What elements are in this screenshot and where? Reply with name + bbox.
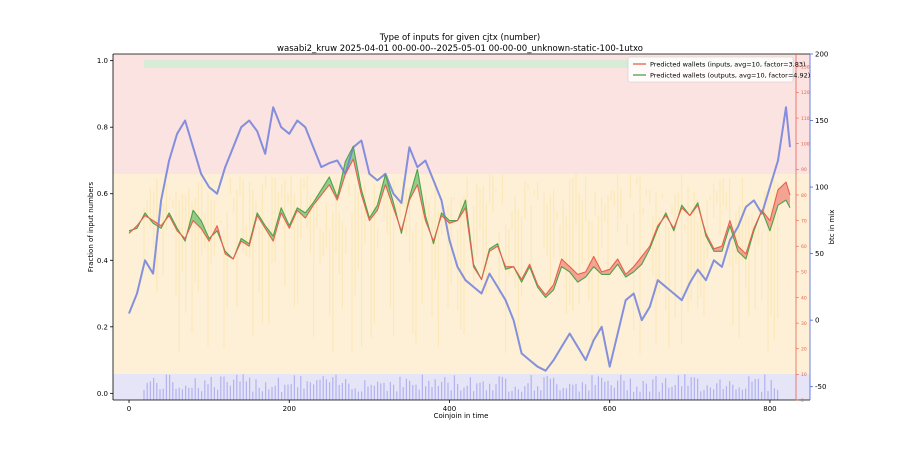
- y3-tick-label: 90: [801, 167, 807, 173]
- x-tick-label: 200: [283, 405, 296, 413]
- legend-label-outputs: Predicted wallets (outputs, avg=10, fact…: [650, 72, 810, 80]
- plot-area: [113, 54, 810, 400]
- axis-frame: [112, 53, 810, 401]
- x-tick-label: 600: [603, 405, 616, 413]
- y3-tick-label: 70: [801, 218, 807, 224]
- y3-tick-label: 50: [801, 270, 807, 276]
- y-tick-label: 0.6: [97, 190, 109, 198]
- band-top-green: [144, 60, 780, 68]
- lower-band-texture: [143, 374, 779, 400]
- y3-tick-label: 80: [801, 193, 807, 199]
- fill-between-segment: [577, 271, 586, 283]
- y3-tick-label: 130: [801, 65, 810, 71]
- legend-label-inputs: Predicted wallets (inputs, avg=10, facto…: [650, 61, 806, 69]
- y3-tick-label: 20: [801, 347, 807, 353]
- fill-between-segment: [585, 256, 594, 277]
- y3-tick-label: 100: [801, 142, 810, 148]
- chart-subtitle: wasabi2_kruw 2025-04-01 00-00-00--2025-0…: [277, 44, 643, 54]
- y-tick-label: 1.0: [97, 57, 108, 65]
- y3-tick-label: 120: [801, 90, 810, 96]
- x-tick-label: 800: [763, 405, 776, 413]
- series-line-predicted-wallets-outputs-avg-10-factor-4-92-: [128, 145, 791, 299]
- y3-tick-label: 30: [801, 321, 807, 327]
- fill-between-segment: [601, 269, 610, 275]
- series-line-btc-in-mix: [128, 106, 791, 372]
- y-tick-label: 0.0: [97, 390, 108, 398]
- y-axis-label: Fraction of input numbers: [87, 181, 95, 272]
- y2-tick-label: 150: [815, 117, 828, 125]
- chart-title: Type of inputs for given cjtx (number): [379, 33, 541, 43]
- series-line-predicted-wallets-inputs-avg-10-factor-3-83-: [128, 158, 791, 296]
- fill-between-segment: [569, 266, 578, 283]
- fill-between-segment: [713, 246, 722, 252]
- fill-between-segment: [777, 182, 786, 206]
- y2-tick-label: 200: [815, 51, 828, 59]
- x-tick-label: 0: [127, 405, 131, 413]
- y3-tick-label: 10: [801, 372, 807, 378]
- fill-between-segment: [561, 259, 570, 272]
- x-axis-label: Coinjoin in time: [434, 412, 489, 420]
- fill-between-segment: [737, 246, 746, 260]
- y3-tick-label: 40: [801, 295, 807, 301]
- y-tick-label: 0.8: [97, 124, 108, 132]
- y3-tick-label: 60: [801, 244, 807, 250]
- fill-between-segment: [321, 177, 330, 195]
- fill-between-segment: [769, 189, 778, 231]
- y2-tick-label: 50: [815, 250, 824, 258]
- y2-axis-label: btc in mix: [828, 210, 836, 245]
- y-tick-label: 0.4: [97, 257, 109, 265]
- x-tick-label: 400: [443, 405, 456, 413]
- fill-between-segment: [609, 259, 618, 275]
- y-tick-label: 0.2: [97, 323, 108, 331]
- legend-box: [627, 56, 794, 83]
- y2-tick-label: 100: [815, 184, 828, 192]
- y2-tick-label: 0: [815, 317, 819, 325]
- legend: Predicted wallets (inputs, avg=10, facto…: [627, 56, 810, 83]
- y3-tick-label: 0: [801, 398, 804, 404]
- y3-tick-label: 110: [801, 116, 810, 122]
- y2-tick-label: -50: [815, 383, 826, 391]
- fill-between-segment: [193, 210, 202, 229]
- fill-between-segment: [633, 256, 642, 272]
